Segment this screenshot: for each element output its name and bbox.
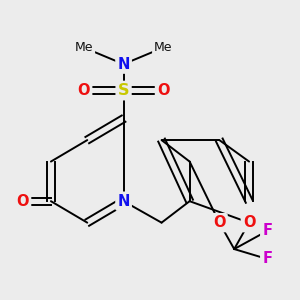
Text: Me: Me [75, 41, 93, 54]
Text: O: O [157, 83, 169, 98]
Text: O: O [243, 215, 255, 230]
Text: O: O [16, 194, 29, 209]
Text: O: O [78, 83, 90, 98]
Text: N: N [117, 194, 130, 209]
Text: S: S [118, 83, 129, 98]
Text: Me: Me [154, 41, 172, 54]
Text: N: N [117, 57, 130, 72]
Text: F: F [262, 224, 272, 238]
Text: F: F [262, 251, 272, 266]
Text: O: O [213, 215, 226, 230]
